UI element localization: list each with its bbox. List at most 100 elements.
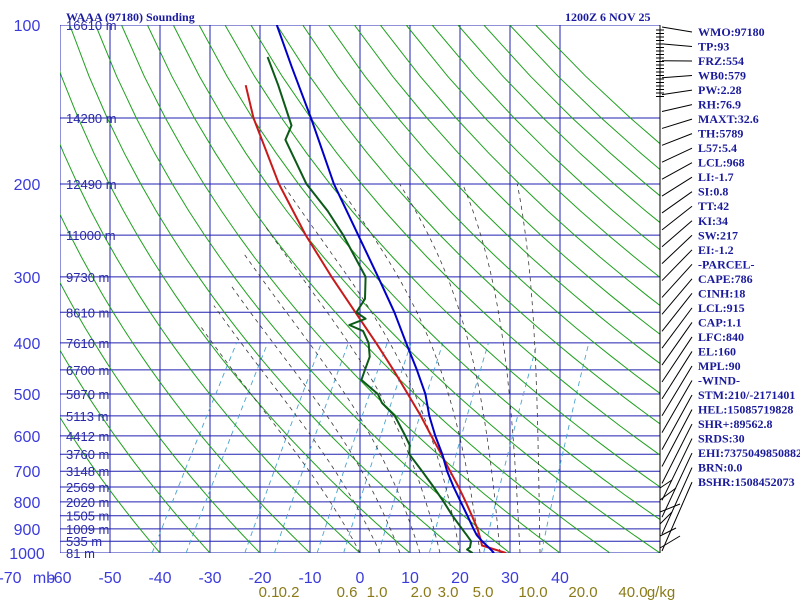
height-label: 12490 m: [66, 177, 117, 192]
index-label: TH:5789: [698, 127, 743, 141]
index-label: L57:5.4: [698, 141, 737, 155]
index-label: HEL:15085719828: [698, 403, 793, 417]
temperature-curve: [275, 25, 495, 553]
moist-adiabat-line: [242, 252, 421, 553]
temperature-tick-label: -40: [148, 570, 171, 587]
index-label: RH:76.9: [698, 98, 741, 112]
index-label: TT:42: [698, 199, 729, 213]
temperature-tick-label: -50: [98, 570, 121, 587]
pressure-tick-label: 600: [14, 429, 41, 446]
mixing-ratio-line: [428, 342, 489, 553]
dry-adiabat-line: [431, 25, 660, 251]
moist-adiabat-line: [516, 183, 541, 553]
index-label: MPL:90: [698, 359, 741, 373]
temperature-tick-label: 30: [501, 570, 519, 587]
chart-title: WAAA (97180) Sounding: [66, 10, 195, 24]
index-label: FRZ:554: [698, 54, 744, 68]
index-label: SHR+:89562.8: [698, 417, 773, 431]
dry-adiabat-line: [60, 213, 311, 553]
index-leader-line: [661, 307, 693, 349]
mixing-ratio-label: 10.0: [518, 584, 547, 600]
dry-adiabat-line: [60, 349, 211, 553]
height-label: 8610 m: [66, 305, 109, 320]
mixing-ratio-label: 2.0: [411, 584, 432, 600]
mixing-ratio-label: 0.1: [259, 584, 280, 600]
index-label: SI:0.8: [698, 185, 728, 199]
height-label: 16610 m: [66, 18, 117, 33]
wind-barb-mark: [659, 511, 673, 525]
moist-adiabat-line: [264, 225, 441, 553]
pressure-tick-label: 200: [14, 177, 41, 194]
height-label: 7610 m: [66, 336, 109, 351]
index-leader-line: [661, 147, 693, 163]
pressure-tick-label: 700: [14, 464, 41, 481]
index-label: BSHR:1508452073: [698, 475, 795, 489]
dry-adiabat-line: [276, 25, 660, 425]
index-label: MAXT:32.6: [698, 112, 759, 126]
mixing-ratio-label: 0.2: [279, 584, 300, 600]
dry-adiabat-line: [60, 143, 361, 553]
dry-adiabat-line: [379, 25, 660, 307]
index-leader-line: [661, 452, 693, 518]
pressure-tick-label: 300: [14, 270, 41, 287]
height-label: 81 m: [66, 546, 95, 561]
pressure-tick-label: 1000: [9, 546, 45, 563]
height-label: 1009 m: [66, 522, 109, 537]
temperature-tick-label: 40: [551, 570, 569, 587]
temperature-tick-label: -30: [198, 570, 221, 587]
temperature-tick-label: 0: [356, 570, 365, 587]
index-leader-line: [661, 394, 693, 450]
index-leader-line: [661, 293, 693, 332]
height-label: 9730 m: [66, 270, 109, 285]
index-label: -WIND-: [698, 373, 740, 387]
moist-adiabat-line: [336, 183, 481, 553]
index-leader-line: [661, 26, 693, 33]
height-label: 2569 m: [66, 480, 109, 495]
index-leader-line: [661, 104, 693, 113]
index-leader-line: [661, 336, 693, 383]
index-leader-line: [661, 43, 693, 48]
index-label: CINH:18: [698, 286, 745, 300]
index-leader-line: [661, 263, 693, 298]
index-leader-line: [661, 380, 693, 433]
index-label: SRDS:30: [698, 432, 745, 446]
dry-adiabat-line: [60, 416, 161, 553]
index-label: KI:34: [698, 214, 728, 228]
mixing-ratio-label: 5.0: [473, 584, 494, 600]
profile-layer: [244, 25, 507, 553]
moist-adiabat-line: [399, 183, 501, 553]
mixing-ratio-label: 3.0: [438, 584, 459, 600]
temperature-tick-label: -60: [48, 570, 71, 587]
grid-layer: [60, 25, 660, 553]
mixing-ratio-line: [483, 342, 538, 553]
index-leader-line: [661, 162, 693, 180]
pressure-tick-label: 400: [14, 336, 41, 353]
index-leader-line: [661, 423, 693, 484]
index-leader-line: [661, 322, 693, 366]
height-label: 1505 m: [66, 509, 109, 524]
dry-adiabat-line: [198, 25, 660, 521]
index-label: EL:160: [698, 344, 736, 358]
pressure-tick-label: 500: [14, 387, 41, 404]
height-label: 5113 m: [66, 409, 108, 424]
index-leader-line: [661, 220, 693, 248]
index-label: STM:210/-2171401: [698, 388, 795, 402]
wind-barb-mark: [659, 479, 673, 489]
index-leader-line: [661, 249, 693, 281]
mixing-ratio-label: g/kg: [647, 584, 675, 600]
index-label: BRN:0.0: [698, 461, 742, 475]
mixing-ratio-label: 1.0: [367, 584, 388, 600]
temperature-axis-unit: mb: [33, 570, 55, 587]
index-label: WB0:579: [698, 69, 746, 83]
index-leader-line: [661, 191, 693, 214]
index-leader-line: [661, 467, 693, 535]
moist-adiabat-line: [213, 305, 381, 553]
mixing-ratio-line: [151, 342, 238, 553]
height-label: 11000 m: [66, 228, 116, 243]
index-leader-line: [661, 409, 693, 467]
index-label: LI:-1.7: [698, 170, 734, 184]
index-leader-line: [661, 89, 693, 96]
dry-adiabat-line: [60, 70, 411, 553]
